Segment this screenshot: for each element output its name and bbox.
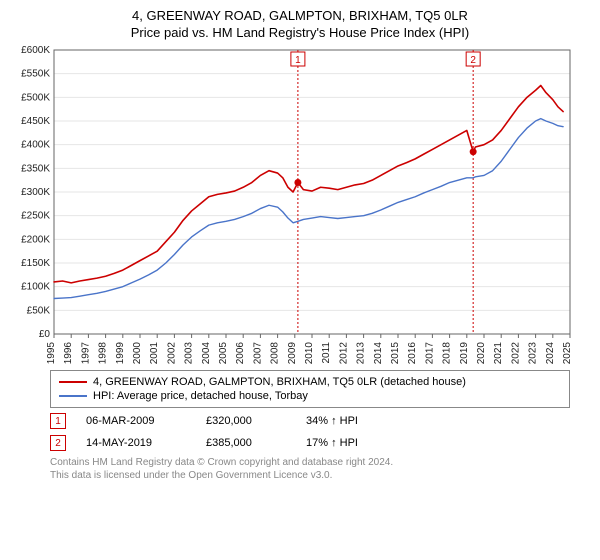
- svg-text:2002: 2002: [166, 342, 177, 364]
- legend-item: HPI: Average price, detached house, Torb…: [59, 389, 561, 403]
- svg-text:£0: £0: [39, 329, 51, 340]
- svg-text:2023: 2023: [528, 342, 539, 364]
- svg-text:£200K: £200K: [21, 234, 50, 245]
- attribution-line: Contains HM Land Registry data © Crown c…: [50, 456, 570, 469]
- title-sub: Price paid vs. HM Land Registry's House …: [8, 25, 592, 40]
- svg-text:£450K: £450K: [21, 116, 50, 127]
- svg-text:2006: 2006: [235, 342, 246, 364]
- svg-text:2019: 2019: [459, 342, 470, 364]
- svg-text:£600K: £600K: [21, 45, 50, 56]
- attribution-line: This data is licensed under the Open Gov…: [50, 469, 570, 482]
- svg-text:2021: 2021: [493, 342, 504, 364]
- svg-text:1995: 1995: [46, 342, 57, 364]
- legend-swatch: [59, 381, 87, 383]
- line-chart: £0 £50K £100K £150K £200K £250K £300K £350K £400…: [8, 44, 592, 364]
- svg-text:1998: 1998: [98, 342, 109, 364]
- svg-text:£350K: £350K: [21, 163, 50, 174]
- event-date: 14-MAY-2019: [86, 437, 186, 449]
- legend-label: 4, GREENWAY ROAD, GALMPTON, BRIXHAM, TQ5…: [93, 376, 466, 388]
- event-row: 1 06-MAR-2009 £320,000 34% ↑ HPI: [50, 410, 570, 432]
- svg-text:2008: 2008: [270, 342, 281, 364]
- event-delta: 17% ↑ HPI: [306, 437, 406, 449]
- svg-text:2025: 2025: [562, 342, 573, 364]
- svg-text:2015: 2015: [390, 342, 401, 364]
- svg-text:2010: 2010: [304, 342, 315, 364]
- svg-text:2007: 2007: [252, 342, 263, 364]
- svg-text:2011: 2011: [321, 342, 332, 364]
- svg-text:£150K: £150K: [21, 258, 50, 269]
- svg-text:1996: 1996: [63, 342, 74, 364]
- svg-text:£550K: £550K: [21, 69, 50, 80]
- svg-text:2018: 2018: [442, 342, 453, 364]
- svg-text:£50K: £50K: [27, 305, 51, 316]
- svg-text:£500K: £500K: [21, 92, 50, 103]
- event-price: £385,000: [206, 437, 286, 449]
- svg-text:2022: 2022: [510, 342, 521, 364]
- svg-text:£400K: £400K: [21, 140, 50, 151]
- svg-text:2013: 2013: [356, 342, 367, 364]
- svg-text:£100K: £100K: [21, 282, 50, 293]
- svg-text:£250K: £250K: [21, 211, 50, 222]
- svg-text:1999: 1999: [115, 342, 126, 364]
- legend-swatch: [59, 395, 87, 397]
- svg-text:2000: 2000: [132, 342, 143, 364]
- legend: 4, GREENWAY ROAD, GALMPTON, BRIXHAM, TQ5…: [50, 370, 570, 408]
- events-table: 1 06-MAR-2009 £320,000 34% ↑ HPI 2 14-MA…: [50, 410, 570, 454]
- svg-text:2012: 2012: [338, 342, 349, 364]
- svg-text:2014: 2014: [373, 342, 384, 364]
- svg-text:1997: 1997: [80, 342, 91, 364]
- title-main: 4, GREENWAY ROAD, GALMPTON, BRIXHAM, TQ5…: [8, 8, 592, 23]
- attribution: Contains HM Land Registry data © Crown c…: [50, 456, 570, 482]
- legend-item: 4, GREENWAY ROAD, GALMPTON, BRIXHAM, TQ5…: [59, 375, 561, 389]
- event-row: 2 14-MAY-2019 £385,000 17% ↑ HPI: [50, 432, 570, 454]
- svg-text:2005: 2005: [218, 342, 229, 364]
- svg-text:2017: 2017: [424, 342, 435, 364]
- svg-text:1: 1: [295, 55, 301, 66]
- svg-text:2020: 2020: [476, 342, 487, 364]
- svg-text:2003: 2003: [184, 342, 195, 364]
- event-price: £320,000: [206, 415, 286, 427]
- event-delta: 34% ↑ HPI: [306, 415, 406, 427]
- svg-text:2001: 2001: [149, 342, 160, 364]
- svg-text:2009: 2009: [287, 342, 298, 364]
- svg-text:2016: 2016: [407, 342, 418, 364]
- svg-text:2: 2: [470, 55, 476, 66]
- event-date: 06-MAR-2009: [86, 415, 186, 427]
- legend-label: HPI: Average price, detached house, Torb…: [93, 390, 308, 402]
- event-marker-icon: 1: [50, 413, 66, 429]
- svg-text:2024: 2024: [545, 342, 556, 364]
- event-marker-icon: 2: [50, 435, 66, 451]
- svg-text:2004: 2004: [201, 342, 212, 364]
- svg-text:£300K: £300K: [21, 187, 50, 198]
- chart-title-block: 4, GREENWAY ROAD, GALMPTON, BRIXHAM, TQ5…: [8, 8, 592, 40]
- chart-area: £0 £50K £100K £150K £200K £250K £300K £350K £400…: [8, 44, 592, 364]
